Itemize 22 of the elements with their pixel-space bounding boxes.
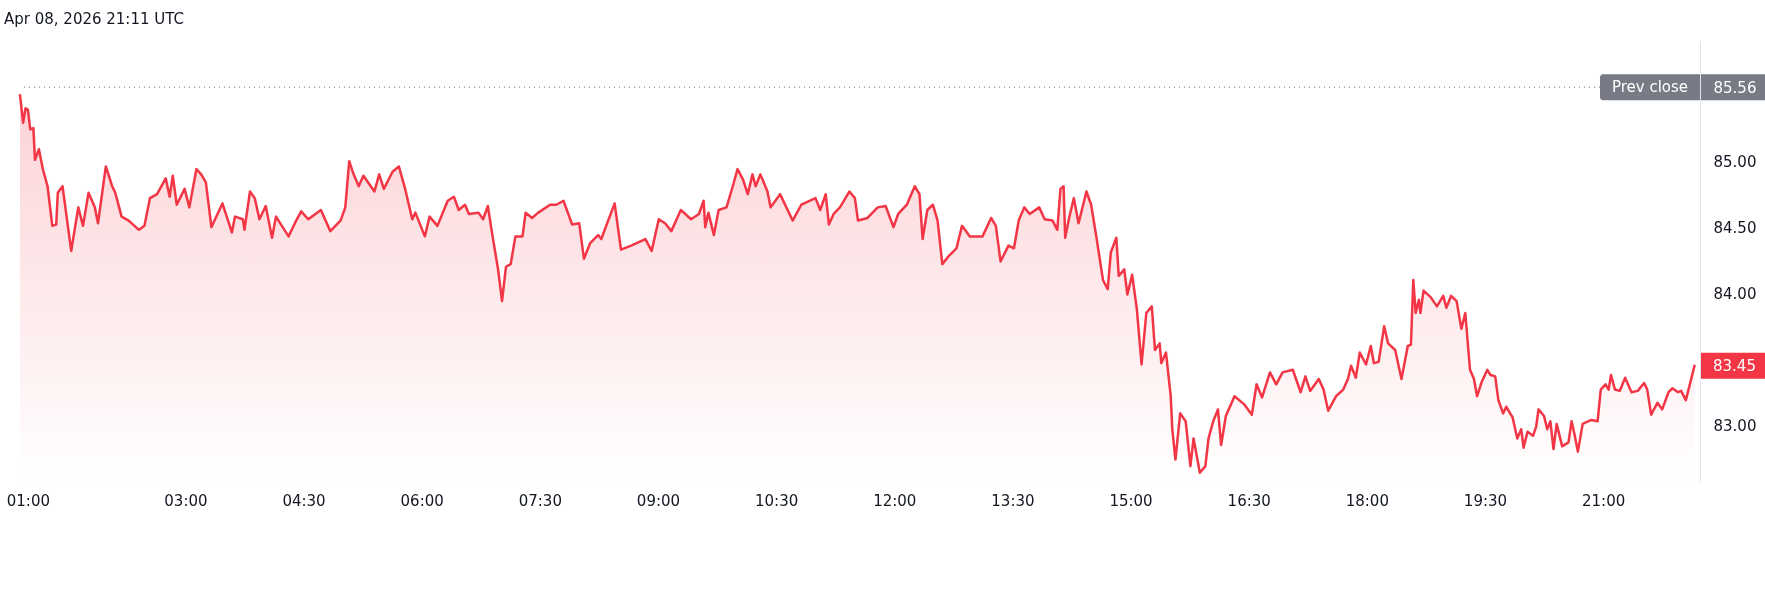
x-tick-label: 12:00 xyxy=(873,491,917,510)
x-tick-label: 06:00 xyxy=(400,491,444,510)
x-tick-label: 18:00 xyxy=(1345,491,1389,510)
x-tick-label: 01:00 xyxy=(6,491,50,510)
data-label: 83.45 xyxy=(1713,356,1756,375)
x-tick-label: 16:30 xyxy=(1227,491,1271,510)
x-tick-label: 09:00 xyxy=(636,491,681,510)
y-tick-label: 85.56 xyxy=(1713,78,1757,97)
y-tick-label: 84.50 xyxy=(1713,218,1757,237)
x-tick-label: 03:00 xyxy=(164,491,208,510)
y-tick-label: 83.00 xyxy=(1713,416,1757,435)
y-tick-label: 84.00 xyxy=(1713,284,1757,303)
x-tick-label: 15:00 xyxy=(1109,491,1153,510)
x-tick-label: 13:30 xyxy=(991,491,1035,510)
x-tick-label: 07:30 xyxy=(518,491,562,510)
x-tick-label: 10:30 xyxy=(755,491,799,510)
x-tick-label: 21:00 xyxy=(1582,491,1626,510)
x-tick-label: 04:30 xyxy=(282,491,326,510)
ref-line-label: Prev close xyxy=(1611,78,1689,97)
y-tick-label: 85.00 xyxy=(1713,152,1757,171)
chart-title: Apr 08, 2026 21:11 UTC xyxy=(4,10,185,28)
x-tick-label: 19:30 xyxy=(1463,491,1508,510)
